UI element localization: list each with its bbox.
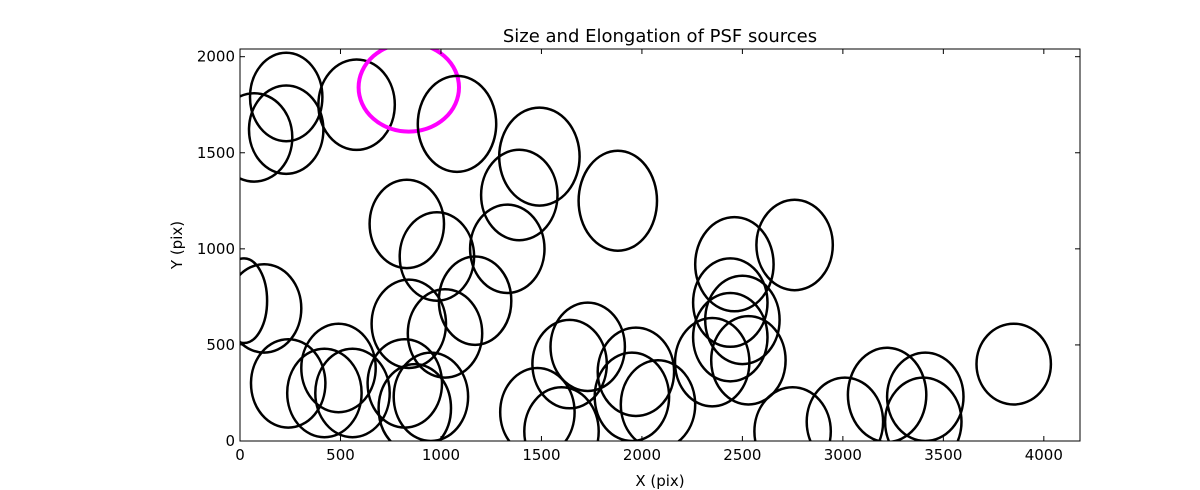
psf-source-ellipse [398, 211, 476, 302]
psf-source-ellipse [975, 322, 1053, 406]
psf-source-ellipse [709, 314, 787, 406]
x-tick-label: 2000 [623, 446, 661, 464]
plot-frame [239, 48, 1081, 442]
x-tick-label: 3500 [924, 446, 962, 464]
y-tick-label: 2000 [197, 48, 235, 66]
y-tick-label: 500 [206, 336, 235, 354]
psf-source-ellipse [377, 362, 453, 441]
psf-source-ellipse [619, 359, 697, 441]
psf-source-ellipse [691, 291, 769, 383]
psf-source-ellipse [498, 366, 576, 441]
psf-source-ellipse-highlighted [356, 49, 461, 134]
psf-source-ellipse [248, 51, 324, 143]
axis-ticks: 0 500 1000 1500 2000 2500 3000 3500 4000 0 500 1000… [197, 48, 1080, 464]
psf-source-ellipse [368, 178, 446, 270]
y-tick-label: 1500 [197, 144, 235, 162]
psf-source-ellipse [846, 346, 928, 441]
psf-source-ellipse [406, 287, 484, 379]
x-tick-label: 3000 [824, 446, 862, 464]
x-tick-label: 500 [326, 446, 355, 464]
psf-source-ellipse [479, 148, 559, 242]
psf-source-ellipse [523, 385, 600, 441]
y-tick-label: 1000 [197, 240, 235, 258]
psf-source-ellipse [549, 301, 627, 393]
psf-source-ellipse [437, 255, 513, 347]
psf-source-ellipse [370, 278, 448, 370]
psf-source-ellipse [805, 376, 885, 441]
psf-source-ellipse [416, 74, 498, 174]
psf-source-ellipse [240, 91, 294, 183]
psf-source-ellipse [755, 198, 835, 292]
chart-title: Size and Elongation of PSF sources [503, 26, 817, 47]
psf-source-ellipse [691, 257, 769, 349]
ellipse-layer [240, 49, 1053, 441]
x-tick-label: 4000 [1025, 446, 1063, 464]
psf-source-ellipse [240, 262, 303, 354]
psf-source-ellipse [883, 376, 963, 441]
psf-source-ellipse [596, 326, 676, 418]
psf-source-ellipse [468, 203, 546, 295]
psf-source-ellipse [593, 351, 671, 441]
x-axis-label: X (pix) [635, 472, 684, 490]
psf-source-ellipse [577, 149, 659, 253]
psf-source-ellipse [317, 58, 397, 152]
x-tick-label: 0 [235, 446, 245, 464]
x-tick-label: 2500 [723, 446, 761, 464]
psf-source-ellipse [693, 215, 775, 313]
psf-source-ellipse [300, 322, 377, 414]
x-tick-label: 1500 [522, 446, 560, 464]
x-tick-label: 1000 [422, 446, 460, 464]
psf-source-ellipse [240, 257, 269, 345]
y-axis-label: Y (pix) [168, 221, 186, 270]
psf-source-ellipse [314, 347, 391, 439]
psf-source-ellipse [392, 351, 470, 441]
psf-source-ellipse [249, 337, 327, 429]
psf-source-ellipse [703, 274, 781, 366]
y-tick-label: 0 [225, 432, 235, 450]
psf-source-ellipse [285, 347, 363, 439]
psf-source-ellipse [753, 385, 833, 441]
